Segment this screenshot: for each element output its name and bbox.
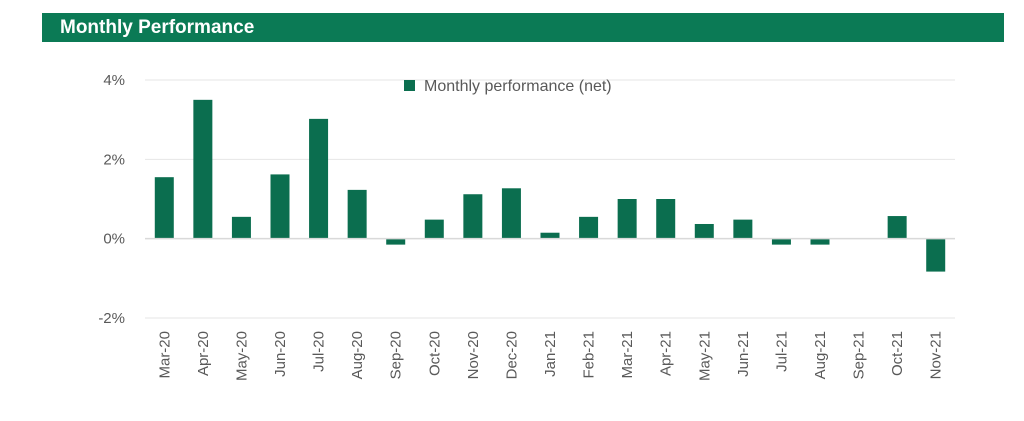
x-tick-label: Jun-20: [272, 331, 289, 377]
y-tick-label: -2%: [98, 310, 125, 327]
y-tick-label: 0%: [103, 231, 125, 248]
x-tick-label: Apr-21: [658, 331, 675, 376]
x-tick-label: Sep-20: [388, 331, 405, 379]
x-tick-label: Jan-21: [542, 331, 559, 377]
bar: [926, 238, 946, 272]
bar: [463, 194, 483, 239]
bar: [501, 188, 521, 239]
bar: [270, 174, 290, 239]
bar: [810, 238, 830, 245]
y-axis-ticks: 4% 2% 0% -2%: [98, 72, 125, 327]
x-tick-label: Aug-21: [812, 331, 829, 379]
x-tick-label: Jul-21: [773, 331, 790, 372]
x-tick-label: Feb-21: [581, 331, 598, 379]
bars: [154, 99, 946, 272]
x-axis-ticks: Mar-20 Apr-20 May-20 Jun-20 Jul-20 Aug-20 Sep-…: [156, 331, 944, 381]
x-tick-label: Mar-21: [619, 331, 636, 379]
bar: [656, 199, 676, 239]
bar: [887, 216, 907, 239]
x-tick-label: May-20: [233, 331, 250, 381]
legend-swatch: [404, 80, 415, 91]
bar: [579, 216, 599, 239]
x-tick-label: Oct-21: [889, 331, 906, 376]
x-tick-label: Sep-21: [851, 331, 868, 379]
bar: [617, 199, 637, 239]
x-tick-label: Dec-20: [503, 331, 520, 379]
x-tick-label: May-21: [696, 331, 713, 381]
bar: [154, 177, 174, 239]
bar: [540, 232, 560, 239]
chart-title: Monthly Performance: [60, 17, 255, 38]
x-tick-label: Apr-20: [195, 331, 212, 376]
bar: [309, 118, 329, 239]
bar: [694, 223, 714, 239]
bar: [231, 216, 251, 239]
bar: [733, 219, 753, 239]
legend: Monthly performance (net): [404, 78, 612, 95]
bar: [347, 189, 367, 239]
bar: [386, 238, 406, 245]
x-tick-label: Mar-20: [156, 331, 173, 379]
x-tick-label: Aug-20: [349, 331, 366, 379]
bar: [193, 99, 213, 239]
y-tick-label: 4%: [103, 72, 125, 89]
gridlines: [145, 79, 955, 319]
legend-label: Monthly performance (net): [424, 78, 612, 95]
y-tick-label: 2%: [103, 151, 125, 168]
bar: [424, 219, 444, 239]
bar: [771, 238, 791, 245]
x-tick-label: Oct-20: [426, 331, 443, 376]
x-tick-label: Jun-21: [735, 331, 752, 377]
x-tick-label: Jul-20: [311, 331, 328, 372]
chart-title-bar: Monthly Performance: [42, 13, 1004, 42]
x-tick-label: Nov-20: [465, 331, 482, 379]
x-tick-label: Nov-21: [928, 331, 945, 379]
